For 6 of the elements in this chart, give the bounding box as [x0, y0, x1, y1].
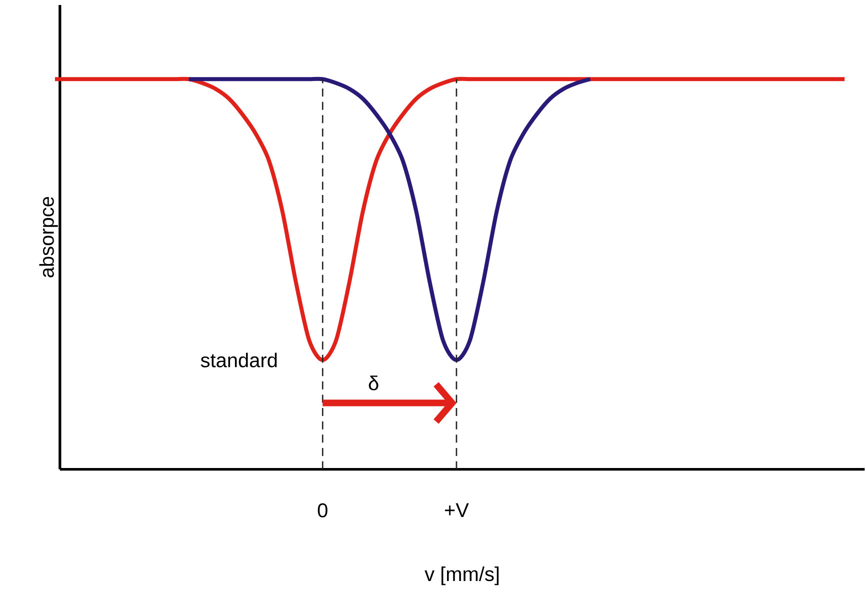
- x-tick-label: 0: [318, 503, 328, 518]
- annotation: standard: [200, 352, 277, 368]
- x-axis-title: v [mm/s]: [424, 566, 499, 586]
- x-tick-label: +V: [444, 503, 469, 517]
- y-axis-title: absorpce: [39, 196, 58, 278]
- annotation: δ: [368, 376, 378, 390]
